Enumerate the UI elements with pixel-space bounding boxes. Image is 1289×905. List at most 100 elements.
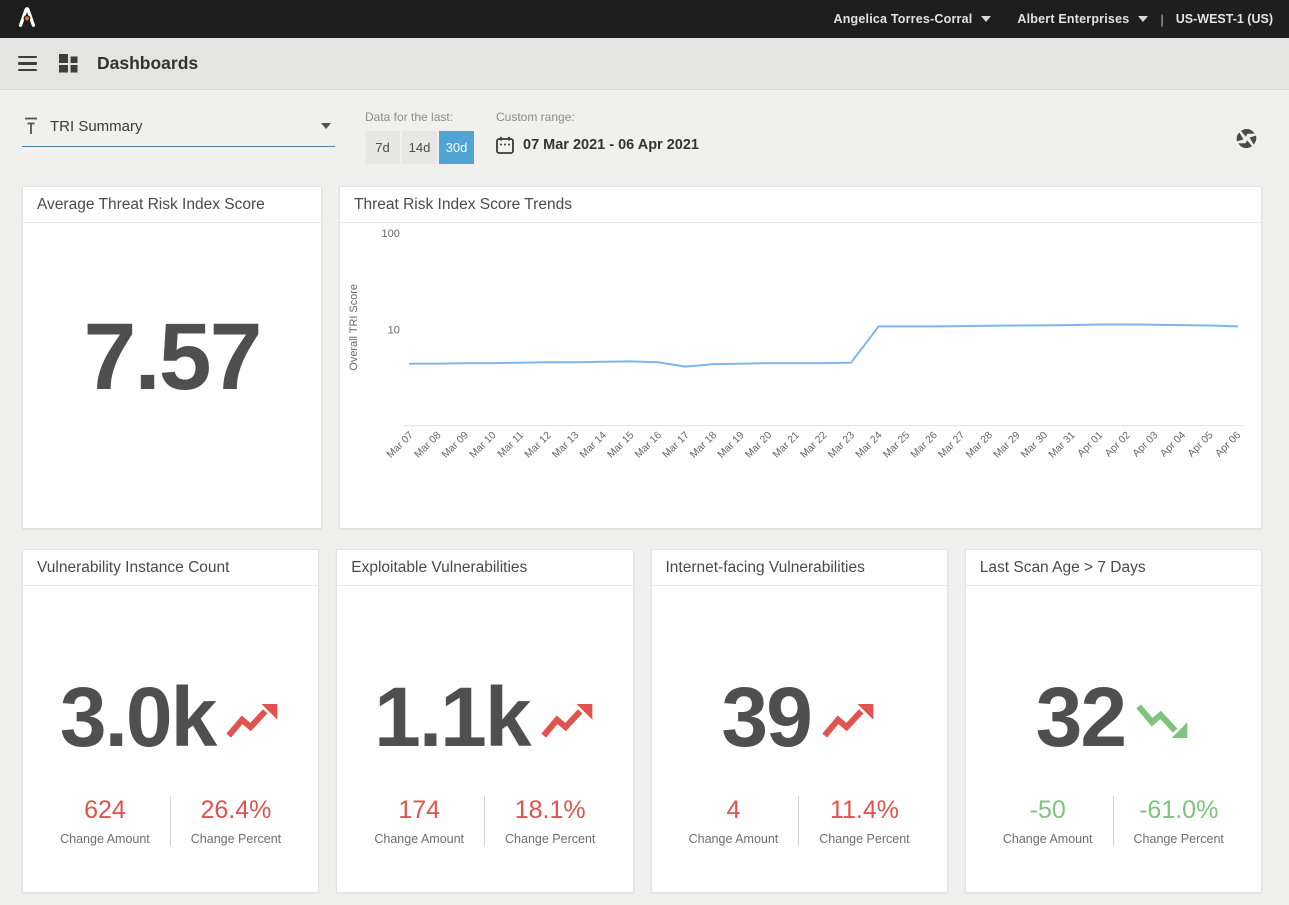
change-percent-label: Change Percent — [505, 832, 595, 846]
change-amount-label: Change Amount — [689, 832, 779, 846]
kpi-main: 39 — [721, 678, 876, 758]
alertlogic-logo-icon — [16, 6, 38, 33]
dashboard-main: Average Threat Risk Index Score 7.57 Thr… — [0, 176, 1289, 893]
trend-up-icon — [540, 700, 596, 742]
trend-chart-card: Threat Risk Index Score Trends 100 10 Over… — [339, 186, 1262, 529]
kpi-card-row: Vulnerability Instance Count 3.0k 624 Ch… — [22, 549, 1262, 893]
range-button-30d[interactable]: 30d — [439, 131, 474, 164]
change-percent-label: Change Percent — [1134, 832, 1224, 846]
score-card-body: 7.57 — [23, 223, 321, 527]
filter-toolbar: TRI Summary Data for the last: 7d 14d 30… — [0, 90, 1289, 176]
card-title: Internet-facing Vulnerabilities — [652, 550, 947, 586]
chevron-down-icon — [321, 123, 331, 129]
user-menu[interactable]: Angelica Torres-Corral — [833, 12, 991, 26]
chevron-down-icon — [1138, 16, 1148, 22]
svg-text:Mar 11: Mar 11 — [496, 430, 526, 460]
aperture-icon — [1236, 128, 1257, 149]
card-title: Vulnerability Instance Count — [23, 550, 318, 586]
kpi-stats: 4 Change Amount 11.4% Change Percent — [669, 796, 930, 846]
svg-text:Mar 16: Mar 16 — [633, 430, 664, 461]
kpi-stats: 624 Change Amount 26.4% Change Percent — [40, 796, 301, 846]
chevron-down-icon — [981, 16, 991, 22]
dashboard-grid-icon — [59, 54, 78, 73]
change-amount-stat: 4 Change Amount — [669, 796, 799, 846]
dashboard-select-value: TRI Summary — [50, 118, 143, 135]
dashboards-nav-button[interactable] — [53, 48, 84, 79]
svg-text:10: 10 — [388, 324, 400, 336]
kpi-main: 3.0k — [60, 678, 282, 758]
change-amount-label: Change Amount — [374, 832, 464, 846]
trend-up-icon — [821, 700, 877, 742]
change-amount-value: -50 — [1003, 796, 1093, 825]
change-amount-label: Change Amount — [60, 832, 150, 846]
svg-text:Mar 30: Mar 30 — [1019, 430, 1050, 461]
kpi-card-internet-facing-vulnerabilities: Internet-facing Vulnerabilities 39 4 Cha… — [651, 549, 948, 893]
calendar-icon — [496, 136, 514, 154]
top-card-row: Average Threat Risk Index Score 7.57 Thr… — [22, 186, 1262, 529]
svg-text:Mar 22: Mar 22 — [799, 430, 830, 461]
kpi-card-vulnerability-instance-count: Vulnerability Instance Count 3.0k 624 Ch… — [22, 549, 319, 893]
svg-text:Mar 09: Mar 09 — [440, 430, 471, 461]
kpi-card-last-scan-age: Last Scan Age > 7 Days 32 -50 Change Amo… — [965, 549, 1262, 893]
svg-text:Mar 24: Mar 24 — [854, 430, 885, 461]
kpi-body: 1.1k 174 Change Amount 18.1% Change Perc… — [337, 586, 632, 891]
change-percent-stat: -61.0% Change Percent — [1113, 796, 1244, 846]
range-button-7d[interactable]: 7d — [365, 131, 400, 164]
svg-text:100: 100 — [382, 228, 400, 240]
topbar-divider: | — [1160, 12, 1163, 27]
svg-text:Apr 06: Apr 06 — [1214, 430, 1244, 460]
change-percent-value: 18.1% — [505, 796, 595, 825]
top-bar: Angelica Torres-Corral Albert Enterprise… — [0, 0, 1289, 38]
svg-text:Mar 17: Mar 17 — [661, 430, 692, 461]
kpi-card-exploitable-vulnerabilities: Exploitable Vulnerabilities 1.1k 174 Cha… — [336, 549, 633, 893]
average-score-value: 7.57 — [84, 303, 261, 412]
snapshot-button[interactable] — [1230, 122, 1263, 155]
kpi-value: 32 — [1036, 678, 1125, 758]
kpi-stats: -50 Change Amount -61.0% Change Percent — [983, 796, 1244, 846]
change-amount-value: 174 — [374, 796, 464, 825]
change-amount-label: Change Amount — [1003, 832, 1093, 846]
custom-range-label: Custom range: — [496, 110, 699, 124]
kpi-body: 39 4 Change Amount 11.4% Change Percent — [652, 586, 947, 891]
svg-text:Mar 08: Mar 08 — [413, 430, 444, 461]
svg-text:Mar 25: Mar 25 — [881, 430, 912, 461]
dashboard-select[interactable]: TRI Summary — [22, 110, 335, 147]
kpi-body: 32 -50 Change Amount -61.0% Change Perce… — [966, 586, 1261, 891]
change-amount-stat: 174 Change Amount — [354, 796, 484, 846]
change-percent-value: 11.4% — [819, 796, 909, 825]
svg-text:Mar 18: Mar 18 — [688, 430, 719, 461]
svg-text:Mar 29: Mar 29 — [992, 430, 1023, 461]
change-percent-value: 26.4% — [191, 796, 281, 825]
kpi-main: 1.1k — [374, 678, 596, 758]
custom-range-picker[interactable]: 07 Mar 2021 - 06 Apr 2021 — [496, 136, 699, 154]
svg-text:Mar 27: Mar 27 — [937, 430, 968, 461]
app-header-bar: Dashboards — [0, 38, 1289, 90]
hamburger-menu-button[interactable] — [12, 50, 43, 78]
page-title: Dashboards — [97, 53, 198, 74]
svg-text:Mar 26: Mar 26 — [909, 430, 940, 461]
svg-text:Mar 21: Mar 21 — [771, 430, 802, 461]
user-name: Angelica Torres-Corral — [833, 12, 972, 26]
account-menu[interactable]: Albert Enterprises — [1017, 12, 1148, 26]
svg-text:Overall TRI Score: Overall TRI Score — [348, 284, 360, 371]
kpi-stats: 174 Change Amount 18.1% Change Percent — [354, 796, 615, 846]
card-title: Average Threat Risk Index Score — [23, 187, 321, 223]
svg-text:Mar 14: Mar 14 — [578, 430, 609, 461]
svg-text:Mar 07: Mar 07 — [385, 430, 416, 461]
trend-down-icon — [1135, 700, 1191, 742]
trend-up-icon — [225, 700, 281, 742]
change-percent-stat: 18.1% Change Percent — [484, 796, 615, 846]
svg-text:Mar 20: Mar 20 — [744, 430, 775, 461]
account-name: Albert Enterprises — [1017, 12, 1129, 26]
card-title: Threat Risk Index Score Trends — [340, 187, 1261, 223]
svg-text:Mar 15: Mar 15 — [606, 430, 637, 461]
svg-text:Mar 23: Mar 23 — [826, 430, 857, 461]
change-percent-value: -61.0% — [1134, 796, 1224, 825]
kpi-body: 3.0k 624 Change Amount 26.4% Change Perc… — [23, 586, 318, 891]
change-amount-value: 4 — [689, 796, 779, 825]
range-button-14d[interactable]: 14d — [402, 131, 437, 164]
change-percent-stat: 26.4% Change Percent — [170, 796, 301, 846]
card-title: Exploitable Vulnerabilities — [337, 550, 632, 586]
svg-text:Mar 19: Mar 19 — [716, 430, 747, 461]
change-percent-label: Change Percent — [191, 832, 281, 846]
